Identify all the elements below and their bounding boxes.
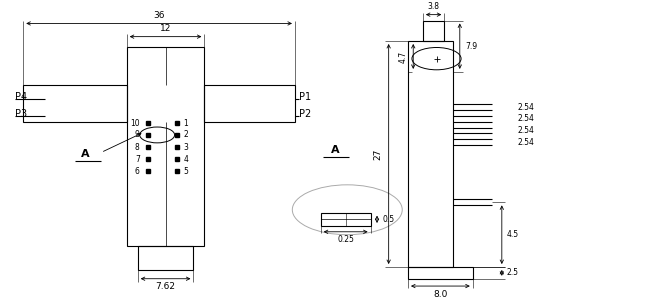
Text: A: A xyxy=(80,149,89,159)
Text: 8.0: 8.0 xyxy=(434,290,448,299)
Bar xyxy=(23,85,127,122)
Text: P3: P3 xyxy=(15,109,27,119)
Text: 9: 9 xyxy=(135,130,140,139)
Text: 12: 12 xyxy=(160,24,171,33)
Text: 0.5: 0.5 xyxy=(382,215,395,224)
Text: 0.25: 0.25 xyxy=(337,235,354,244)
Text: 2.54: 2.54 xyxy=(518,103,535,112)
Text: 4.5: 4.5 xyxy=(507,230,519,239)
Text: P2: P2 xyxy=(299,109,312,119)
Text: 3: 3 xyxy=(183,143,189,152)
Text: 4: 4 xyxy=(183,155,189,164)
Text: P4: P4 xyxy=(15,92,27,102)
Text: 2: 2 xyxy=(183,130,189,139)
Text: 2.5: 2.5 xyxy=(507,268,519,277)
Text: 8: 8 xyxy=(135,143,140,152)
Text: 1: 1 xyxy=(183,119,189,128)
Bar xyxy=(127,47,204,247)
Text: 2.54: 2.54 xyxy=(518,114,535,123)
Text: 7.9: 7.9 xyxy=(465,42,477,51)
Bar xyxy=(321,213,371,226)
Text: P1: P1 xyxy=(299,92,312,102)
Bar xyxy=(204,85,295,122)
Text: 2.54: 2.54 xyxy=(518,138,535,147)
Bar xyxy=(408,41,454,267)
Bar xyxy=(423,20,445,41)
Text: 5: 5 xyxy=(183,166,189,175)
Text: 3.8: 3.8 xyxy=(428,2,439,11)
Text: 4.7: 4.7 xyxy=(399,50,408,63)
Text: A: A xyxy=(331,144,340,155)
Text: 27: 27 xyxy=(373,148,382,160)
Bar xyxy=(138,247,193,270)
Text: 7: 7 xyxy=(135,155,140,164)
Text: 36: 36 xyxy=(154,11,165,20)
Text: 6: 6 xyxy=(135,166,140,175)
Text: 10: 10 xyxy=(130,119,140,128)
Bar xyxy=(408,267,473,279)
Text: 2.54: 2.54 xyxy=(518,126,535,135)
Text: 7.62: 7.62 xyxy=(156,282,176,291)
